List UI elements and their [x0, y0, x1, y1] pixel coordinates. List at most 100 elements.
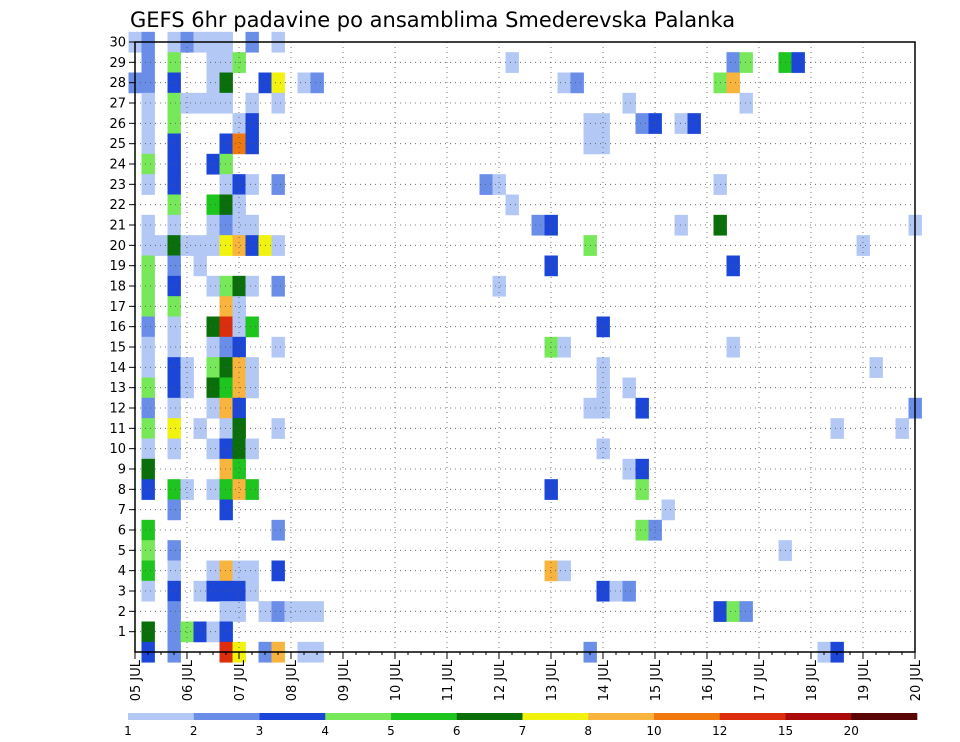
heatmap-cell: [661, 499, 675, 521]
heatmap-cell: [219, 336, 233, 358]
y-tick-label: 21: [109, 219, 126, 234]
heatmap-cell: [219, 92, 233, 114]
x-tick-label: 18 JUL: [805, 659, 820, 701]
heatmap-cell: [141, 113, 155, 134]
colorbar-label: 5: [387, 724, 395, 738]
heatmap-cell: [544, 560, 558, 582]
y-tick-label: 3: [118, 585, 126, 600]
heatmap-cell: [271, 336, 285, 358]
chart-title: GEFS 6hr padavine po ansamblima Smederev…: [130, 8, 735, 32]
heatmap-cell: [141, 560, 155, 582]
heatmap-cell: [232, 133, 246, 155]
heatmap-cell: [557, 72, 571, 94]
heatmap-cell: [219, 601, 233, 622]
heatmap-cell: [232, 316, 246, 338]
heatmap-cell: [167, 418, 181, 439]
heatmap-cell: [206, 72, 220, 94]
y-tick-label: 7: [118, 503, 126, 518]
heatmap-cell: [245, 357, 259, 378]
heatmap-cell: [167, 560, 181, 582]
heatmap-cell: [232, 275, 246, 297]
colorbar-swatch: [456, 713, 523, 720]
heatmap-cell: [492, 174, 506, 195]
y-tick-label: 6: [118, 524, 126, 539]
heatmap-cell: [206, 92, 220, 114]
heatmap-cell: [635, 458, 649, 480]
heatmap-cell: [141, 214, 155, 236]
y-tick-label: 25: [109, 137, 126, 152]
x-tick-label: 13 JUL: [545, 659, 560, 701]
heatmap-cell: [284, 601, 298, 622]
y-tick-label: 2: [118, 605, 126, 620]
heatmap-cell: [206, 377, 220, 399]
heatmap-cell: [596, 316, 610, 338]
heatmap-cell: [232, 560, 246, 582]
x-tick-label: 17 JUL: [753, 659, 768, 701]
heatmap-cell: [232, 438, 246, 460]
heatmap-cell: [219, 499, 233, 521]
heatmap-cell: [219, 560, 233, 582]
heatmap-cell: [167, 113, 181, 134]
heatmap-cell: [531, 214, 545, 236]
heatmap-cell: [219, 296, 233, 317]
heatmap-cell: [167, 275, 181, 297]
colorbar-label: 20: [844, 724, 859, 738]
heatmap-cell: [245, 560, 259, 582]
y-tick-label: 17: [109, 300, 126, 315]
heatmap-cell: [297, 601, 311, 622]
heatmap-cell: [141, 275, 155, 297]
heatmap-cell: [206, 275, 220, 297]
heatmap-cell: [674, 113, 688, 134]
heatmap-cell: [726, 336, 740, 358]
heatmap-cell: [219, 52, 233, 73]
heatmap-cell: [726, 601, 740, 622]
heatmap-cell: [596, 580, 610, 602]
colorbar-swatch: [259, 713, 326, 720]
heatmap-cell: [206, 479, 220, 500]
colorbar-swatch: [654, 713, 721, 720]
heatmap-cell: [622, 580, 636, 602]
heatmap-cell: [219, 174, 233, 195]
heatmap-cell: [596, 438, 610, 460]
heatmap-cell: [271, 418, 285, 439]
heatmap-cell: [219, 153, 233, 175]
colorbar-legend: 1 2 3 4 5 6 7 8 10 12 15 20: [124, 713, 918, 738]
y-tick-label: 12: [109, 402, 126, 417]
x-tick-label: 16 JUL: [701, 659, 716, 701]
colorbar-label: 15: [778, 724, 793, 738]
heatmap-cell: [219, 621, 233, 643]
heatmap-cell: [245, 214, 259, 236]
x-tick-label: 06 JUL: [181, 659, 196, 701]
y-tick-label: 28: [109, 76, 126, 91]
heatmap-cell: [895, 418, 909, 439]
y-tick-label: 24: [109, 158, 126, 173]
heatmap-cell: [232, 580, 246, 602]
heatmap-cell: [232, 174, 246, 195]
heatmap-cell: [141, 92, 155, 114]
heatmap-cell: [596, 397, 610, 419]
y-tick-label: 4: [118, 564, 126, 579]
heatmap-cell: [219, 235, 233, 256]
x-tick-label: 09 JUL: [337, 659, 352, 701]
heatmap-cell: [479, 174, 493, 195]
heatmap-cell: [739, 52, 753, 73]
y-tick-label: 5: [118, 544, 126, 559]
heatmap-cell: [635, 479, 649, 500]
x-tick-label: 12 JUL: [493, 659, 508, 701]
heatmap-cell: [492, 275, 506, 297]
heatmap-cell: [609, 580, 623, 602]
y-tick-label: 22: [109, 198, 126, 213]
heatmap-cell: [141, 397, 155, 419]
grid-lines: [135, 42, 915, 652]
heatmap-cell: [141, 255, 155, 277]
colorbar-swatch: [391, 713, 458, 720]
heatmap-cell: [219, 72, 233, 94]
heatmap-cell: [206, 153, 220, 175]
heatmap-cell: [141, 621, 155, 643]
heatmap-cell: [167, 214, 181, 236]
heatmap-cell: [271, 560, 285, 582]
heatmap-cell: [167, 580, 181, 602]
heatmap-cell: [167, 72, 181, 94]
y-tick-label: 10: [109, 442, 126, 457]
y-tick-label: 29: [109, 56, 126, 71]
